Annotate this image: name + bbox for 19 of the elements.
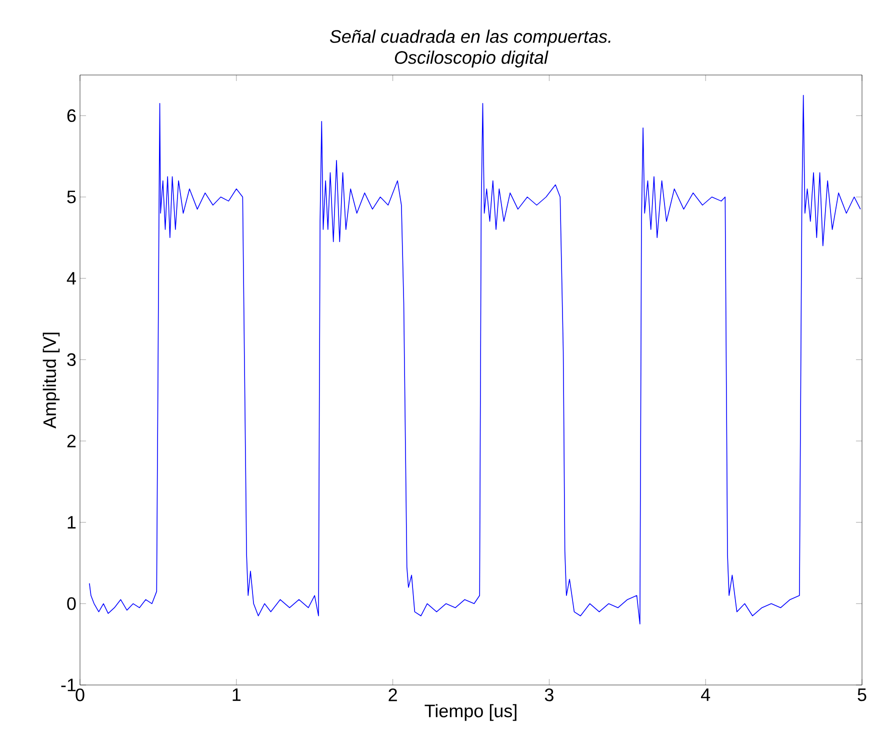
y-tick-label: 0 bbox=[67, 597, 76, 610]
x-axis-title: Tiempo [us] bbox=[424, 704, 516, 721]
x-tick-label: 0 bbox=[76, 688, 84, 702]
chart-title: Señal cuadrada en las compuertas. bbox=[330, 30, 610, 46]
y-tick-label: 6 bbox=[67, 109, 76, 122]
x-tick-label: 2 bbox=[388, 688, 397, 702]
x-tick-label: 5 bbox=[858, 688, 866, 702]
y-axis-title: Amplitud [V] bbox=[42, 332, 60, 428]
x-tick-label: 3 bbox=[544, 688, 554, 702]
y-tick-label: 2 bbox=[67, 434, 76, 448]
y-tick-label: 1 bbox=[68, 516, 76, 529]
line-series bbox=[88, 94, 861, 624]
y-tick-label: 5 bbox=[67, 190, 76, 204]
x-tick-label: 4 bbox=[701, 688, 710, 701]
chart-subtitle: Osciloscopio digital bbox=[394, 50, 548, 68]
y-tick-label: 3 bbox=[67, 353, 76, 366]
y-tick-label: 4 bbox=[66, 272, 76, 285]
x-tick-label: 1 bbox=[232, 688, 241, 701]
y-tick-label: -1 bbox=[61, 678, 76, 692]
